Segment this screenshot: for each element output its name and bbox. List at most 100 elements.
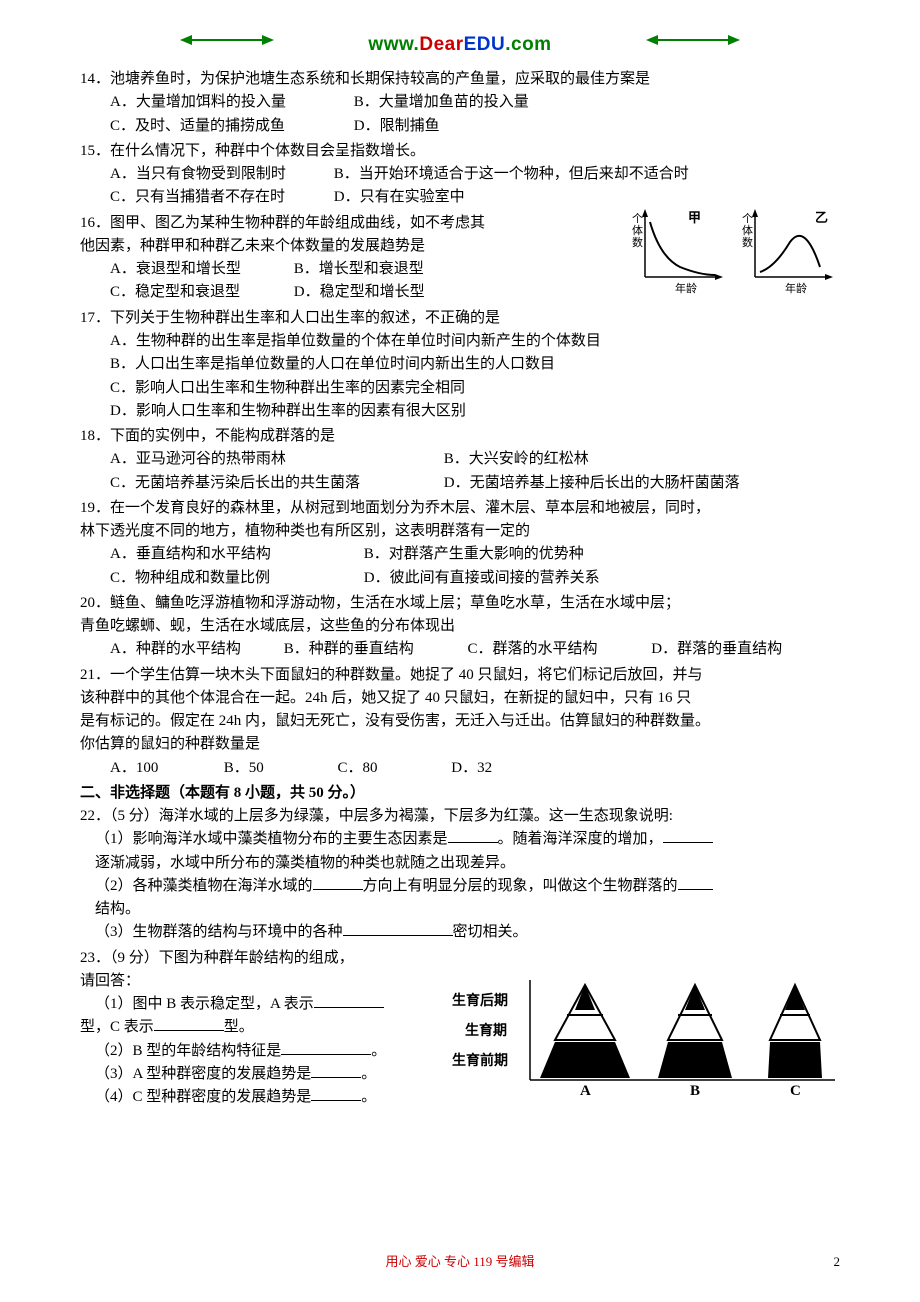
q14-optB: B．大量增加鱼苗的投入量 bbox=[354, 94, 529, 110]
q22-p2b: 方向上有明显分层的现象，叫做这个生物群落的 bbox=[363, 878, 678, 894]
blank bbox=[343, 921, 453, 936]
q14-optD: D．限制捕鱼 bbox=[354, 118, 440, 134]
q15-optB: B．当开始环境适合于这一个物种，但后来却不适合时 bbox=[334, 166, 689, 182]
blank bbox=[154, 1016, 224, 1031]
q22-p3b: 密切相关。 bbox=[453, 924, 528, 940]
q18-stem: 18．下面的实例中，不能构成群落的是 bbox=[80, 425, 840, 448]
page-footer: 用心 爱心 专心 119 号编辑 2 bbox=[80, 1252, 840, 1272]
q19-optD: D．彼此间有直接或间接的营养关系 bbox=[364, 570, 600, 586]
q21-stem1: 21．一个学生估算一块木头下面鼠妇的种群数量。她捉了 40 只鼠妇，将它们标记后… bbox=[80, 664, 840, 687]
q21-stem2: 该种群中的其他个体混合在一起。24h 后，她又捉了 40 只鼠妇，在新捉的鼠妇中… bbox=[80, 687, 840, 710]
question-19: 19．在一个发育良好的森林里，从树冠到地面划分为乔木层、灌木层、草本层和地被层，… bbox=[80, 497, 840, 590]
q20-optB: B．种群的垂直结构 bbox=[284, 638, 464, 661]
q20-optD: D．群落的垂直结构 bbox=[651, 641, 782, 657]
q22-p1a: （1）影响海洋水域中藻类植物分布的主要生态因素是 bbox=[95, 831, 448, 847]
blank bbox=[678, 875, 713, 890]
question-18: 18．下面的实例中，不能构成群落的是 A．亚马逊河谷的热带雨林 B．大兴安岭的红… bbox=[80, 425, 840, 495]
q18-optC: C．无菌培养基污染后长出的共生菌落 bbox=[110, 472, 440, 495]
question-14: 14．池塘养鱼时，为保护池塘生态系统和长期保持较高的产鱼量，应采取的最佳方案是 … bbox=[80, 68, 840, 138]
q15-optA: A．当只有食物受到限制时 bbox=[110, 163, 330, 186]
blank bbox=[448, 828, 498, 843]
svg-text:数: 数 bbox=[742, 236, 753, 249]
page-header: www.DearEDU.com bbox=[80, 30, 840, 60]
fig-A: A bbox=[580, 1083, 591, 1099]
blank bbox=[311, 1086, 361, 1101]
q23-p2a: （2）B 型的年龄结构特征是 bbox=[95, 1043, 281, 1059]
footer-page: 2 bbox=[834, 1252, 841, 1272]
q20-stem1: 20．鲢鱼、鳙鱼吃浮游植物和浮游动物，生活在水域上层；草鱼吃水草，生活在水域中层… bbox=[80, 592, 840, 615]
header-arrow-left bbox=[180, 35, 274, 45]
q20-stem2: 青鱼吃螺蛳、蚬，生活在水域底层，这些鱼的分布体现出 bbox=[80, 615, 840, 638]
fig-ylabel-1: 个 bbox=[632, 212, 643, 225]
q21-optA: A．100 bbox=[110, 757, 220, 780]
q16-optC: C．稳定型和衰退型 bbox=[110, 281, 290, 304]
q21-optC: C．80 bbox=[338, 757, 448, 780]
svg-text:数: 数 bbox=[632, 236, 643, 249]
blank bbox=[281, 1040, 371, 1055]
section-2-title: 二、非选择题（本题有 8 小题，共 50 分。） bbox=[80, 782, 840, 805]
pyramid-B bbox=[658, 985, 732, 1078]
q14-stem: 14．池塘养鱼时，为保护池塘生态系统和长期保持较高的产鱼量，应采取的最佳方案是 bbox=[80, 68, 840, 91]
blank bbox=[314, 993, 384, 1008]
question-23: 23．（9 分）下图为种群年龄结构的组成， 生育后期 生育期 生育前期 A bbox=[80, 947, 840, 1110]
q15-optD: D．只有在实验室中 bbox=[334, 189, 465, 205]
q17-optD: D．影响人口生率和生物种群出生率的因素有很大区别 bbox=[80, 400, 840, 423]
q21-optB: B．50 bbox=[224, 757, 334, 780]
q16-optB: B．增长型和衰退型 bbox=[294, 261, 424, 277]
fig-label-yi: 乙 bbox=[815, 210, 828, 225]
q20-optC: C．群落的水平结构 bbox=[468, 638, 648, 661]
q22-stem: 22．（5 分）海洋水域的上层多为绿藻，中层多为褐藻，下层多为红藻。这一生态现象… bbox=[80, 805, 840, 828]
q23-p2b: 。 bbox=[371, 1043, 386, 1059]
q21-stem4: 你估算的鼠妇的种群数量是 bbox=[80, 733, 840, 756]
q17-stem: 17．下列关于生物种群出生率和人口出生率的叙述，不正确的是 bbox=[80, 307, 840, 330]
blank bbox=[311, 1063, 361, 1078]
q17-optC: C．影响人口出生率和生物种群出生率的因素完全相同 bbox=[80, 377, 840, 400]
q18-optD: D．无菌培养基上接种后长出的大肠杆菌菌落 bbox=[444, 475, 740, 491]
header-url: www.DearEDU.com bbox=[368, 34, 551, 55]
fig-xlabel-2: 年龄 bbox=[785, 281, 807, 295]
q20-optA: A．种群的水平结构 bbox=[110, 638, 280, 661]
blank bbox=[663, 828, 713, 843]
fig-label-late: 生育后期 bbox=[452, 992, 508, 1009]
fig-xlabel-1: 年龄 bbox=[675, 281, 697, 295]
q19-optB: B．对群落产生重大影响的优势种 bbox=[364, 546, 584, 562]
blank bbox=[313, 875, 363, 890]
q23-p4b: 。 bbox=[361, 1089, 376, 1105]
q14-optA: A．大量增加饵料的投入量 bbox=[110, 91, 350, 114]
q21-optD: D．32 bbox=[451, 760, 492, 776]
q16-optD: D．稳定型和增长型 bbox=[294, 284, 425, 300]
q14-optC: C．及时、适量的捕捞成鱼 bbox=[110, 115, 350, 138]
fig-C: C bbox=[790, 1083, 801, 1099]
question-16: 个 体 数 甲 年龄 个 体 数 乙 年龄 16．图甲、图乙为某种生物种群的年龄… bbox=[80, 212, 840, 305]
q17-optB: B．人口出生率是指单位数量的人口在单位时间内新出生的人口数目 bbox=[80, 353, 840, 376]
pyramid-C bbox=[768, 985, 822, 1078]
fig-label-jia: 甲 bbox=[688, 210, 701, 225]
fig-B: B bbox=[690, 1083, 700, 1099]
q22-p1b: 。随着海洋深度的增加， bbox=[498, 831, 663, 847]
q23-p1c: 型。 bbox=[224, 1019, 254, 1035]
q22-p3a: （3）生物群落的结构与环境中的各种 bbox=[95, 924, 343, 940]
footer-text: 用心 爱心 专心 119 号编辑 bbox=[385, 1254, 534, 1269]
header-arrow-right bbox=[646, 35, 740, 45]
fig-label-early: 生育前期 bbox=[452, 1052, 508, 1069]
q22-p2c: 结构。 bbox=[80, 898, 840, 921]
q19-optC: C．物种组成和数量比例 bbox=[110, 567, 360, 590]
q22-p2a: （2）各种藻类植物在海洋水域的 bbox=[95, 878, 313, 894]
question-22: 22．（5 分）海洋水域的上层多为绿藻，中层多为褐藻，下层多为红藻。这一生态现象… bbox=[80, 805, 840, 945]
q23-p1b: 型，C 表示 bbox=[80, 1019, 154, 1035]
svg-text:体: 体 bbox=[742, 223, 753, 237]
q15-stem: 15．在什么情况下，种群中个体数目会呈指数增长。 bbox=[80, 140, 840, 163]
q22-p1c: 逐渐减弱，水域中所分布的藻类植物的种类也就随之出现差异。 bbox=[80, 852, 840, 875]
q18-optA: A．亚马逊河谷的热带雨林 bbox=[110, 448, 440, 471]
svg-text:体: 体 bbox=[632, 223, 643, 237]
q23-figure: 生育后期 生育期 生育前期 A B bbox=[440, 970, 840, 1108]
q19-stem2: 林下透光度不同的地方，植物种类也有所区别，这表明群落有一定的 bbox=[80, 520, 840, 543]
question-21: 21．一个学生估算一块木头下面鼠妇的种群数量。她捉了 40 只鼠妇，将它们标记后… bbox=[80, 664, 840, 780]
q23-p4a: （4）C 型种群密度的发展趋势是 bbox=[95, 1089, 311, 1105]
q21-stem3: 是有标记的。假定在 24h 内，鼠妇无死亡，没有受伤害，无迁入与迁出。估算鼠妇的… bbox=[80, 710, 840, 733]
q15-optC: C．只有当捕猎者不存在时 bbox=[110, 186, 330, 209]
q19-optA: A．垂直结构和水平结构 bbox=[110, 543, 360, 566]
q23-p3b: 。 bbox=[361, 1066, 376, 1082]
fig-ylabel-2: 个 bbox=[742, 212, 753, 225]
question-20: 20．鲢鱼、鳙鱼吃浮游植物和浮游动物，生活在水域上层；草鱼吃水草，生活在水域中层… bbox=[80, 592, 840, 662]
